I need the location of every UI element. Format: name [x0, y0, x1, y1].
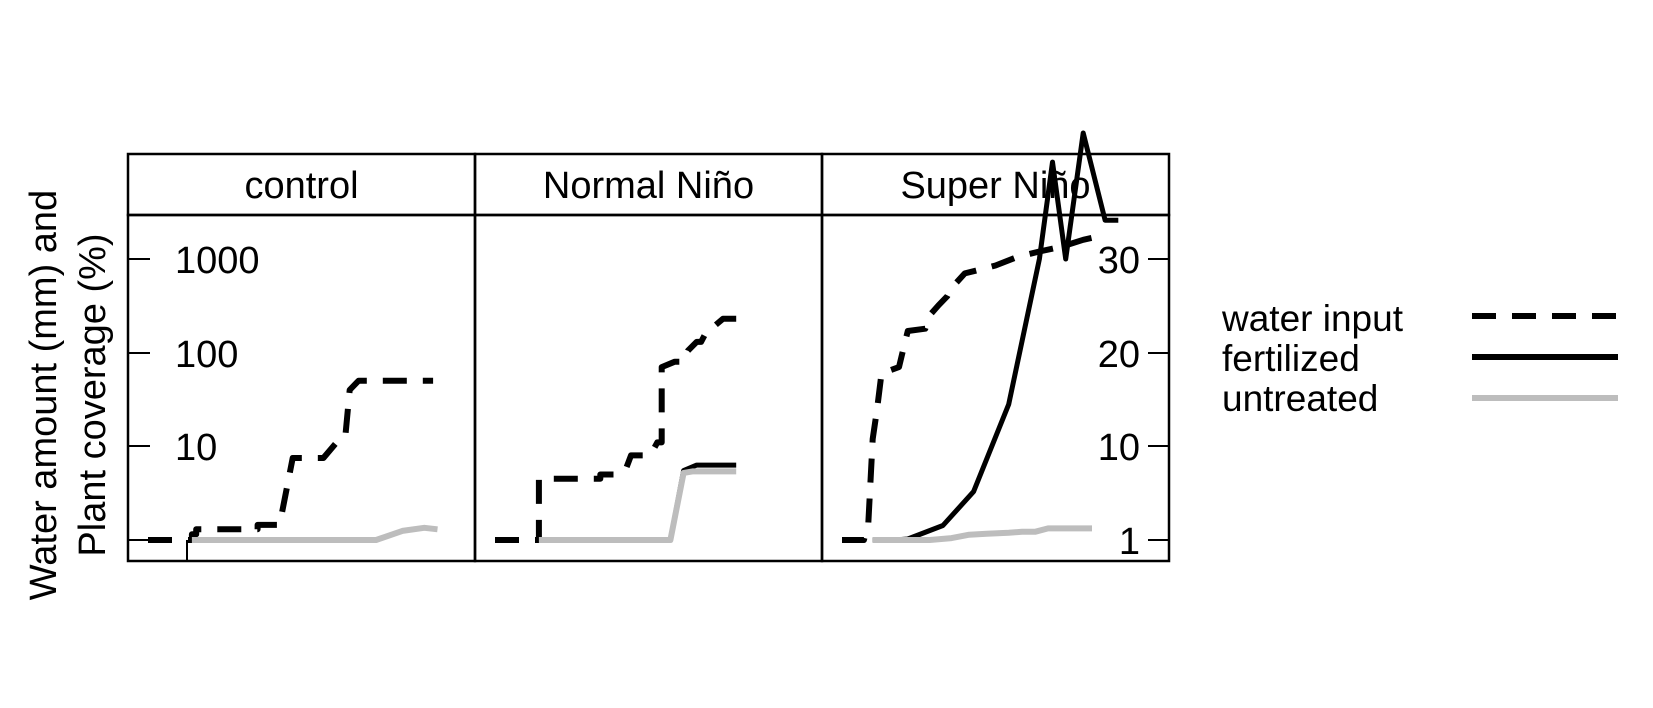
right-tick-label-20: 20	[1098, 334, 1140, 376]
y-axis-label-line-2: Plant coverage (%)	[72, 233, 114, 556]
panel-title: Super Niño	[900, 165, 1090, 207]
series-line-water-input	[842, 232, 1106, 543]
panel-normal-nino: Normal Niño	[473, 152, 824, 563]
right-tick-label-10: 10	[1098, 427, 1140, 469]
series-line-untreated	[872, 525, 1092, 543]
legend: water input fertilized untreated	[1221, 298, 1618, 419]
left-axis: 1000 100 10	[128, 240, 260, 561]
panel-title: Normal Niño	[543, 165, 754, 207]
left-tick-label-1000: 1000	[175, 240, 260, 282]
series-line-untreated	[191, 524, 438, 543]
series-line-water-input	[148, 377, 434, 543]
y-axis-label-line-1: Water amount (mm) and	[23, 190, 65, 600]
y-axis-label: Water amount (mm) and Plant coverage (%)	[23, 190, 114, 600]
series-layer	[495, 315, 737, 543]
legend-label-fertilized: fertilized	[1222, 338, 1360, 379]
left-tick-label-10: 10	[175, 427, 217, 469]
series-layer	[842, 130, 1119, 543]
panel-plot-area	[820, 213, 1171, 563]
right-axis: 30 20 10 1	[1098, 240, 1169, 563]
panel-super-nino: Super Niño	[820, 130, 1171, 563]
panel-control: control	[126, 152, 477, 563]
panel-plot-area	[473, 213, 824, 563]
series-line-untreated	[538, 468, 737, 543]
right-tick-label-30: 30	[1098, 240, 1140, 282]
series-layer	[148, 377, 438, 543]
left-tick-label-100: 100	[175, 334, 238, 376]
legend-label-untreated: untreated	[1222, 378, 1378, 419]
series-line-water-input	[495, 315, 737, 543]
right-tick-label-1: 1	[1119, 521, 1140, 563]
panel-title: control	[244, 165, 358, 207]
legend-label-water-input: water input	[1221, 298, 1404, 339]
